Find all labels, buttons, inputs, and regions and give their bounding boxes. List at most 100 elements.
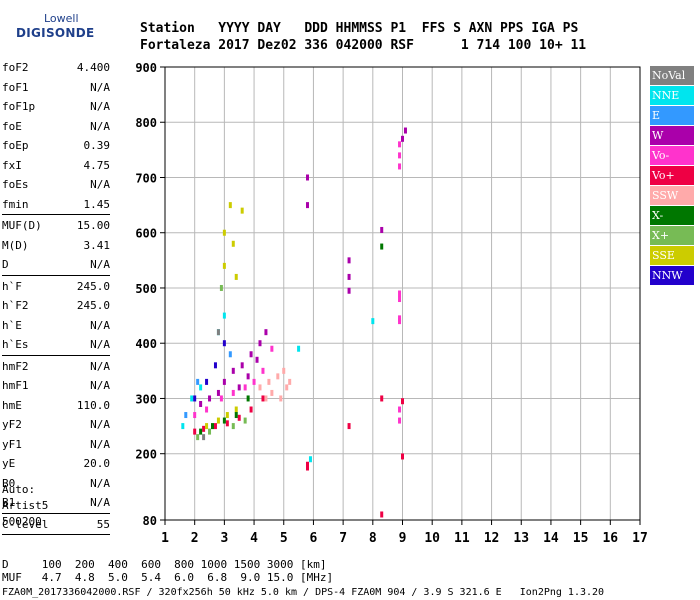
distance-row: D 100 200 400 600 800 1000 1500 3000 [km… (2, 558, 327, 571)
param-value: N/A (90, 119, 110, 133)
legend-item-nne: NNE (650, 86, 694, 105)
param-value: 3.41 (83, 238, 111, 252)
data-point-w (246, 373, 250, 380)
data-point-vo-minus (398, 296, 402, 303)
autoscaling-info: Auto: Artist5 500200 (2, 482, 48, 530)
data-point-x-minus (246, 395, 250, 402)
param-value: N/A (90, 437, 110, 451)
data-point-sse (222, 262, 226, 269)
auto-label: Auto: (2, 483, 36, 496)
param-value: N/A (90, 359, 110, 373)
param-label: h`E (2, 318, 22, 332)
data-point-e (184, 412, 188, 419)
y-tick-label: 600 (135, 227, 157, 241)
legend-item-x-minus: X- (650, 206, 694, 225)
data-point-vo-minus (398, 152, 402, 159)
param-value: N/A (90, 476, 110, 490)
param-row: hmF1 N/A (2, 376, 110, 396)
x-tick-label: 4 (250, 531, 258, 546)
y-tick-label: 700 (135, 171, 157, 185)
data-point-w (403, 127, 407, 134)
plot-frame (164, 66, 641, 521)
data-point-ssw (258, 384, 262, 391)
data-point-w (347, 273, 351, 280)
x-tick-label: 14 (543, 531, 559, 546)
data-point-nne (371, 318, 375, 325)
data-point-vo-minus (270, 345, 274, 352)
logo-line1: Lowell (44, 12, 79, 25)
legend-item-ssw: SSW (650, 186, 694, 205)
data-point-x-minus (234, 412, 238, 419)
param-row: hmF2 N/A (2, 357, 110, 377)
x-tick-label: 17 (632, 531, 648, 546)
data-point-vo-minus (219, 395, 223, 402)
param-label: D (2, 258, 9, 271)
data-point-w (199, 400, 203, 407)
param-label: yE (2, 457, 16, 470)
param-row: h`F2 245.0 (2, 296, 110, 316)
file-info-footer: FZA0M_2017336042000.RSF / 320fx256h 50 k… (2, 587, 605, 598)
param-row: fxI 4.75 (2, 156, 110, 176)
data-point-vo-minus (398, 417, 402, 424)
param-row: foF1 N/A (2, 78, 110, 98)
data-point-sse (225, 412, 229, 419)
data-point-x-plus (231, 423, 235, 430)
legend-item-vo-plus: Vo+ (650, 166, 694, 185)
param-row: foEs N/A (2, 175, 110, 195)
data-point-nnw (205, 378, 209, 385)
param-row: MUF(D) 15.00 (2, 216, 110, 236)
param-row: foF2 4.400 (2, 58, 110, 78)
data-point-x-plus (208, 428, 212, 435)
data-point-ssw (270, 389, 274, 396)
data-point-nne (297, 345, 301, 352)
param-label: hmF1 (2, 379, 29, 392)
param-row: h`Es N/A (2, 335, 110, 355)
param-label: foF1 (2, 80, 29, 94)
divider (2, 534, 110, 535)
data-point-nne (199, 384, 203, 391)
data-point-e (228, 351, 232, 358)
data-point-ssw (279, 395, 283, 402)
data-point-sse (234, 406, 238, 413)
param-value: N/A (90, 496, 110, 509)
data-point-vo-minus (231, 389, 235, 396)
x-tick-label: 8 (369, 531, 377, 546)
muf-table: D 100 200 400 600 800 1000 1500 3000 [km… (2, 558, 333, 584)
param-value: N/A (90, 100, 110, 113)
data-point-w (216, 389, 220, 396)
data-point-w (237, 384, 241, 391)
param-row: foF1p N/A (2, 97, 110, 117)
scaled-parameters-panel: foF2 4.400 foF1 N/A foF1p N/A foE N/A foEp 0.… (2, 58, 110, 536)
param-row: yF2 N/A (2, 415, 110, 435)
param-value: N/A (90, 318, 110, 332)
param-row: M(D) 3.41 (2, 236, 110, 256)
data-point-sse (228, 202, 232, 209)
data-point-vo-plus (213, 423, 217, 430)
data-point-vo-plus (306, 464, 309, 471)
data-point-w (222, 378, 226, 385)
param-label: foEp (2, 139, 29, 152)
data-point-nne (181, 423, 185, 430)
data-point-ssw (282, 367, 286, 374)
data-point-nne (190, 395, 194, 402)
legend-item-w: W (650, 126, 694, 145)
data-point-ssw (288, 378, 292, 385)
data-point-w (240, 362, 244, 369)
data-point-sse (205, 423, 209, 430)
legend-item-sse: SSE (650, 246, 694, 265)
lowell-digisonde-logo: Lowell DIGISONDE (6, 2, 94, 42)
x-tick-label: 2 (191, 531, 199, 546)
data-point-nnw (213, 362, 217, 369)
param-label: foE (2, 119, 22, 133)
param-value: 15.00 (76, 219, 110, 232)
data-point-vo-plus (380, 511, 384, 518)
data-point-nnw (222, 340, 226, 347)
auto-software: Artist5 (2, 499, 49, 512)
param-label: yF2 (2, 418, 22, 431)
y-tick-label: 900 (135, 61, 157, 75)
data-point-sse (234, 273, 238, 280)
param-label: foF1p (2, 100, 36, 113)
data-point-vo-minus (252, 378, 256, 385)
x-tick-label: 3 (220, 531, 228, 546)
data-point-x-minus (199, 428, 203, 435)
